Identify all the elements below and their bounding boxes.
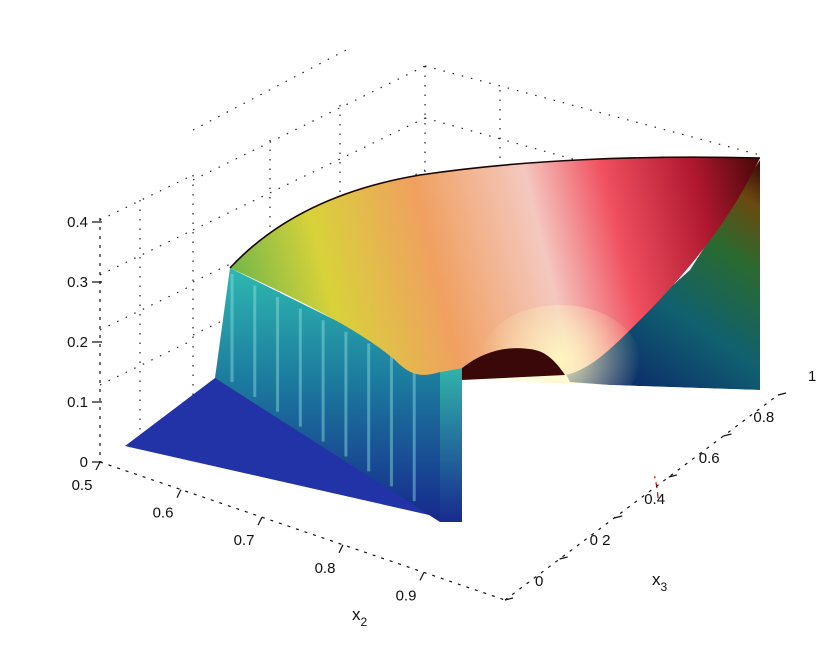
x2-tick-label: 0.8 bbox=[315, 560, 336, 577]
x3-tick-label: 0 bbox=[535, 573, 543, 590]
z-tick-label: 0.4 bbox=[67, 214, 88, 231]
x2-tick-label: 0.6 bbox=[153, 505, 174, 522]
x2-tick-mark bbox=[257, 516, 263, 526]
z-axis-ticks: 0 0.1 0.2 0.3 0.4 bbox=[67, 214, 102, 471]
wall-ribs bbox=[230, 274, 416, 502]
surface-dip bbox=[462, 348, 565, 380]
x3-axis-ticks: 0 0 2 0.4 0.6 0.8 1 bbox=[504, 368, 816, 601]
surface-ridge-edge bbox=[229, 156, 761, 269]
x2-tick-label: 0.9 bbox=[396, 587, 417, 604]
x2-tick-mark bbox=[176, 489, 182, 498]
z-tick-label: 0.2 bbox=[67, 334, 88, 351]
background-grid bbox=[99, 47, 761, 455]
x2-tick-mark bbox=[419, 572, 425, 581]
x3-tick-mark bbox=[723, 433, 732, 437]
x2-axis-label: x2 bbox=[352, 605, 368, 629]
x3-tick-label: 0 2 bbox=[590, 532, 611, 549]
x3-tick-mark bbox=[777, 392, 787, 396]
z-tick-label: 0 bbox=[80, 454, 88, 471]
x2-tick-label: 0.5 bbox=[72, 477, 93, 494]
z-tick-label: 0.3 bbox=[67, 274, 88, 291]
surface-top bbox=[230, 157, 760, 375]
x2-tick-label: 0.7 bbox=[234, 532, 255, 549]
x3-tick-mark bbox=[559, 556, 568, 560]
x2-tick-mark bbox=[338, 544, 344, 554]
x3-axis-label: x3 bbox=[652, 570, 668, 594]
surface-right-face bbox=[565, 160, 760, 390]
surface-side-wall bbox=[215, 268, 440, 522]
surface-front-face bbox=[440, 368, 462, 522]
x2-axis-ticks: 0.5 0.6 0.7 0.8 0.9 bbox=[72, 461, 425, 604]
z-tick-label: 0.1 bbox=[67, 394, 88, 411]
axes-frame bbox=[99, 218, 779, 601]
x3-tick-label: 1 bbox=[808, 368, 816, 385]
x3-tick-mark bbox=[504, 597, 514, 601]
surface-zero-region bbox=[462, 380, 760, 570]
x3-tick-mark bbox=[668, 474, 677, 478]
x3-tick-label: 0.6 bbox=[699, 450, 720, 467]
x3-tick-label: 0.4 bbox=[644, 491, 665, 508]
x3-tick-mark bbox=[614, 515, 623, 519]
x3-tick-label: 0.8 bbox=[753, 409, 774, 426]
x2-tick-mark bbox=[95, 461, 101, 471]
